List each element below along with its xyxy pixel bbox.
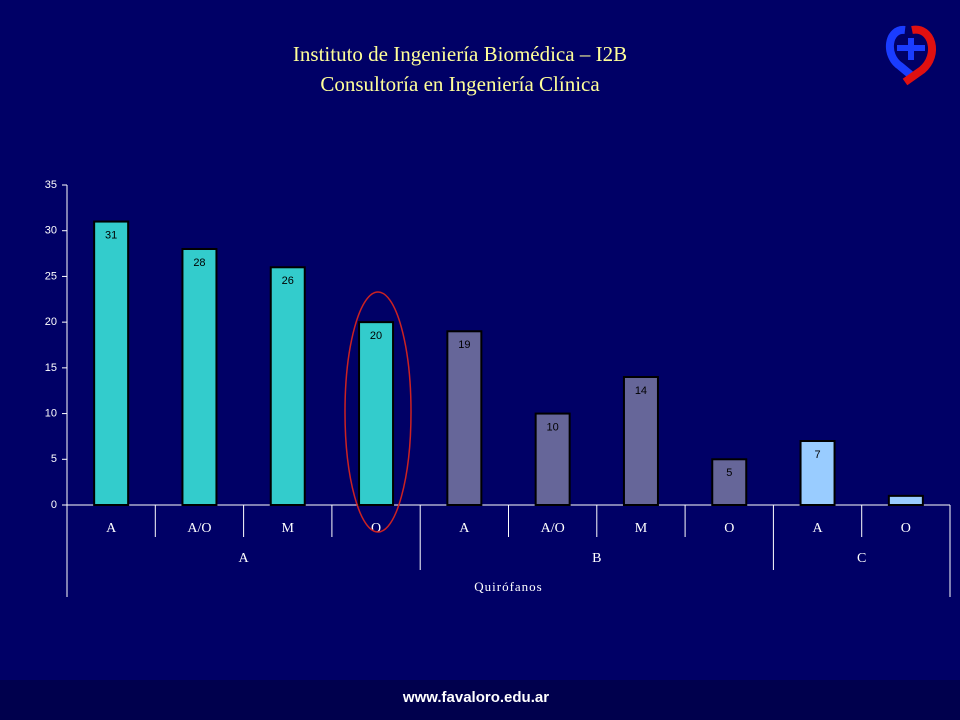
value-label: 7: [814, 449, 820, 461]
bar: [887, 494, 924, 507]
y-tick-label: 35: [45, 179, 57, 191]
bar: [622, 376, 659, 506]
bar: [446, 330, 483, 506]
y-tick-label: 15: [45, 362, 57, 374]
x-tick-label: O: [371, 521, 381, 536]
x-tick-label: A: [106, 521, 117, 536]
value-label: 10: [547, 421, 559, 433]
x-tick-label: A/O: [187, 521, 211, 536]
plot: 0 5 10 15 20 25 30 35 A 31 A/O 28 M 26 O 20 A 19 A/O 10 M 14 O…: [45, 179, 951, 597]
y-tick-label: 20: [45, 316, 57, 328]
value-label: 26: [282, 275, 294, 287]
x-axis-label: Quirófanos: [474, 579, 543, 594]
footer-band: [0, 680, 960, 720]
x-tick-label: A/O: [541, 521, 565, 536]
group-label: A: [239, 551, 250, 566]
x-tick-label: O: [724, 521, 734, 536]
footer-url: www.favaloro.edu.ar: [402, 689, 549, 706]
value-label: 5: [726, 467, 732, 479]
bar: [93, 220, 130, 506]
value-label: 28: [193, 257, 205, 269]
value-label: 14: [635, 385, 647, 397]
bar: [269, 266, 306, 506]
group-label: C: [857, 551, 866, 566]
title-line: Instituto de Ingeniería Biomédica – I2B: [293, 42, 627, 66]
y-tick-label: 25: [45, 270, 57, 282]
value-label: 31: [105, 229, 117, 241]
logo: [886, 25, 936, 86]
value-label: 20: [370, 330, 382, 342]
bar: [799, 440, 836, 506]
bar: [711, 458, 748, 506]
value-label: 19: [458, 339, 470, 351]
x-tick-label: A: [812, 521, 823, 536]
y-tick-label: 10: [45, 407, 57, 419]
y-tick-label: 0: [51, 499, 57, 511]
y-tick-label: 30: [45, 225, 57, 237]
y-tick-label: 5: [51, 453, 57, 465]
bar: [181, 248, 218, 506]
x-tick-label: A: [459, 521, 470, 536]
x-tick-label: M: [635, 521, 648, 536]
bar: [358, 321, 395, 506]
highlight-ellipse: [344, 291, 412, 533]
x-tick-label: O: [901, 521, 911, 536]
title-line: Consultoría en Ingeniería Clínica: [320, 72, 600, 96]
group-label: B: [592, 551, 601, 566]
bar: [534, 412, 571, 507]
x-tick-label: M: [282, 521, 295, 536]
